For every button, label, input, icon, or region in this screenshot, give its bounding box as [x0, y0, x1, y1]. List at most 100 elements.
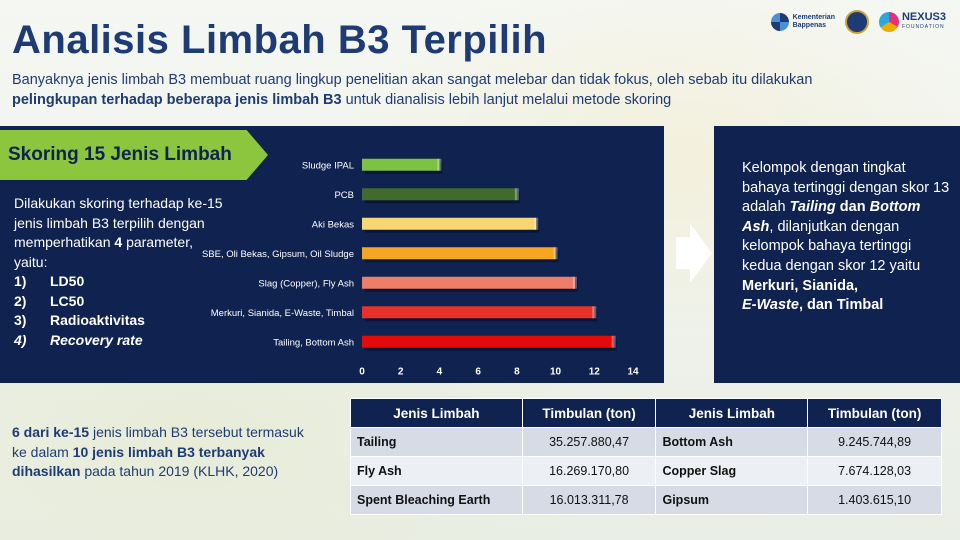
- table-cell: Spent Bleaching Earth: [350, 485, 523, 515]
- scoring-label-text: Skoring 15 Jenis Limbah: [8, 144, 232, 165]
- conclusion-bold-tailing: Tailing: [789, 199, 836, 216]
- conclusion-text-2: , dilanjutkan dengan kelompok bahaya ter…: [742, 218, 921, 274]
- category-label: SBE, Oli Bekas, Gipsum, Oil Sludge: [202, 249, 354, 260]
- category-label: Aki Bekas: [312, 219, 354, 230]
- parameter-label: Radioaktivitas: [50, 312, 145, 328]
- table-cell: 7.674.128,03: [807, 456, 942, 486]
- bar-cap: [572, 276, 577, 289]
- parameter-item: 2) LC50: [14, 292, 224, 312]
- intro-line2-bold: pelingkupan terhadap beberapa jenis limb…: [12, 92, 342, 108]
- parameter-number: 4): [14, 331, 27, 348]
- scoring-label: Skoring 15 Jenis Limbah: [0, 130, 268, 180]
- table-header: Timbulan (ton): [807, 398, 942, 428]
- category-label: Merkuri, Sianida, E-Waste, Timbal: [211, 308, 354, 319]
- x-tick-label: 4: [437, 367, 443, 378]
- table-row: Fly Ash 16.269.170,80 Copper Slag 7.674.…: [350, 456, 942, 486]
- x-tick-label: 12: [589, 367, 601, 378]
- intro-line2-rest: untuk dianalisis lebih lanjut melalui me…: [341, 92, 672, 108]
- parameter-label: LC50: [50, 292, 85, 309]
- nexus3-mark-icon: [878, 12, 899, 32]
- parameter-number: 1): [14, 273, 27, 289]
- table-cell: Gipsum: [655, 485, 809, 515]
- table-cell: Tailing: [350, 427, 523, 457]
- right-arrow-icon: [676, 223, 712, 283]
- page-title: Analisis Limbah B3 Terpilih: [12, 18, 548, 62]
- bar: [362, 158, 440, 171]
- bottom-note-bold-2: 10 jenis limbah B3 terbanyak dihasilkan: [12, 443, 265, 480]
- table-row: Spent Bleaching Earth 16.013.311,78 Gips…: [350, 485, 942, 515]
- table-header-row: Jenis Limbah Timbulan (ton) Jenis Limbah…: [350, 398, 942, 428]
- table-header: Jenis Limbah: [350, 398, 523, 428]
- bar-cap: [437, 158, 442, 171]
- intro-line1: Banyaknya jenis limbah B3 membuat ruang …: [12, 72, 813, 88]
- parameter-item: 3) Radioaktivitas: [14, 311, 224, 331]
- conclusion-bold-bottom-ash: Bottom Ash: [742, 199, 921, 235]
- bappenas-logo-line1: Kementerian: [792, 14, 835, 21]
- table-cell: 1.403.615,10: [807, 485, 942, 515]
- x-tick-label: 0: [359, 367, 365, 378]
- table-cell: Bottom Ash: [655, 427, 809, 457]
- bappenas-mark-icon: [770, 13, 789, 31]
- table-row: Tailing 35.257.880,47 Bottom Ash 9.245.7…: [350, 427, 942, 457]
- bar: [362, 306, 595, 319]
- nexus3-logo: NEXUS3 FOUNDATION: [878, 11, 946, 32]
- intro-text: Banyaknya jenis limbah B3 membuat ruang …: [12, 70, 912, 110]
- x-tick-label: 8: [514, 367, 520, 378]
- parameter-list: 1) LD50 2) LC50 3) Radioaktivitas 4) Recover…: [14, 272, 224, 350]
- bar-cap: [592, 306, 597, 319]
- table-header: Jenis Limbah: [655, 398, 809, 428]
- parameter-item: 1) LD50: [14, 272, 224, 292]
- params-text-a: Dilakukan skoring terhadap ke-15 jenis l…: [14, 195, 223, 250]
- bar: [362, 188, 517, 201]
- category-label: Sludge IPAL: [302, 160, 354, 171]
- conclusion-text-1: Kelompok dengan tingkat bahaya tertinggi…: [742, 160, 950, 216]
- parameter-description: Dilakukan skoring terhadap ke-15 jenis l…: [14, 194, 224, 350]
- conclusion-bold-ewaste: E-Waste: [742, 297, 799, 314]
- bar-cap: [514, 188, 519, 201]
- parameter-label: Recovery rate: [50, 331, 143, 348]
- scoring-bar-chart: Sludge IPAL PCB Aki Bekas SBE, Oli Bekas, G…: [202, 158, 639, 378]
- table-cell: Fly Ash: [350, 456, 523, 486]
- bottom-note: 6 dari ke-15 jenis limbah B3 tersebut te…: [12, 423, 312, 482]
- bar: [362, 247, 556, 260]
- table-cell: 9.245.744,89: [807, 427, 942, 457]
- category-label: Tailing, Bottom Ash: [273, 337, 354, 348]
- nexus3-logo-sub: FOUNDATION: [901, 24, 945, 30]
- parameter-item: 4) Recovery rate: [14, 331, 224, 351]
- params-text-bold: 4: [114, 234, 123, 250]
- params-text-b: parameter, yaitu:: [14, 234, 194, 270]
- bottom-note-text-1: jenis limbah B3 tersebut termasuk ke dal…: [12, 424, 304, 460]
- category-label: Slag (Copper), Fly Ash: [258, 278, 354, 289]
- bar-cap: [553, 247, 558, 260]
- bar-cap: [534, 217, 539, 230]
- bar: [362, 276, 575, 289]
- table-cell: 35.257.880,47: [521, 427, 657, 457]
- bar-cap: [611, 335, 616, 348]
- table-header: Timbulan (ton): [521, 398, 657, 428]
- table-cell: Copper Slag: [655, 456, 809, 486]
- table-cell: 16.013.311,78: [521, 485, 657, 515]
- bar: [362, 217, 537, 230]
- parameter-number: 3): [14, 312, 27, 328]
- category-label: PCB: [334, 190, 354, 201]
- x-tick-label: 10: [550, 367, 562, 378]
- seal-logo-icon: [844, 10, 869, 34]
- parameter-number: 2): [14, 292, 27, 309]
- bappenas-logo: Kementerian Bappenas: [770, 13, 835, 31]
- waste-volume-table: Jenis Limbah Timbulan (ton) Jenis Limbah…: [350, 398, 942, 515]
- parameter-label: LD50: [50, 273, 85, 289]
- conclusion-bold-merkuri: Merkuri, Sianida,: [742, 277, 859, 294]
- x-tick-label: 2: [398, 367, 404, 378]
- x-tick-label: 6: [475, 367, 481, 378]
- conclusion-text-timbal: , dan Timbal: [798, 297, 884, 314]
- x-tick-label: 14: [627, 367, 639, 378]
- bottom-note-text-2: pada tahun 2019 (KLHK, 2020): [80, 463, 279, 479]
- bar: [362, 335, 614, 348]
- conclusion-text-dan: dan: [835, 199, 870, 216]
- conclusion-box: Kelompok dengan tingkat bahaya tertinggi…: [714, 126, 960, 383]
- nexus3-logo-name: NEXUS3: [901, 11, 946, 23]
- table-cell: 16.269.170,80: [521, 456, 657, 486]
- bappenas-logo-line2: Bappenas: [792, 22, 827, 29]
- bottom-note-bold-1: 6 dari ke-15: [12, 424, 90, 440]
- logo-group: Kementerian Bappenas NEXUS3 FOUNDATION: [770, 10, 946, 34]
